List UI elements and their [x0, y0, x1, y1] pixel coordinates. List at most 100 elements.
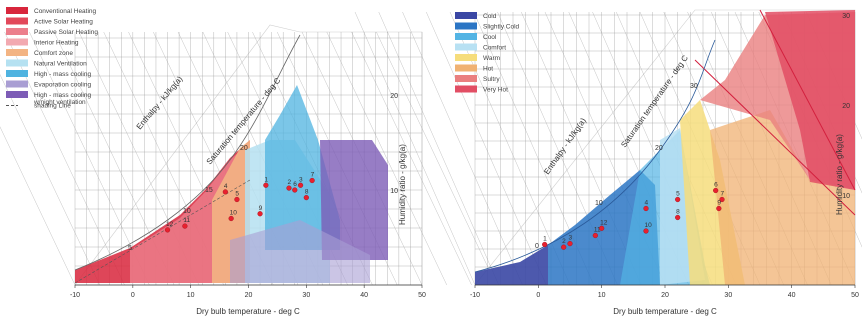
legend-swatch	[455, 75, 477, 82]
legend-swatch	[6, 28, 28, 35]
x-tick-label: 30	[724, 292, 732, 299]
data-point	[286, 185, 292, 191]
zone-evaporation-cooling	[230, 220, 370, 283]
data-point-label: 8	[676, 209, 680, 216]
zone-boundary-line	[759, 9, 856, 191]
data-point-label: 7	[721, 191, 725, 198]
data-point	[675, 214, 681, 221]
legend-label: Comfort	[483, 45, 506, 52]
x-tick-label: 0	[131, 292, 135, 299]
legend-label: w/night ventilation	[33, 99, 86, 106]
data-point	[234, 196, 240, 203]
data-point-label: 9	[259, 205, 263, 212]
x-tick-label: 40	[788, 292, 796, 299]
humidity-tick-labels: 10 20	[390, 93, 398, 195]
grid-line-enthalpy	[0, 126, 76, 286]
data-point	[713, 187, 719, 194]
humidity-tick-labels: 10 20 30	[842, 13, 850, 200]
data-point	[561, 244, 567, 250]
data-point-label: 5	[676, 191, 680, 198]
x-tick-label: 20	[661, 292, 669, 299]
legend-label: Passive Solar Heating	[34, 29, 98, 36]
legend-swatch	[6, 7, 28, 14]
saturation-curve	[474, 39, 716, 273]
right-psychrometric-chart: -10 0 10 20 30 40 50 Dry bulb temperature - de…	[354, 9, 862, 316]
x-tick-label: -10	[70, 292, 80, 299]
data-point-label: 3	[299, 176, 303, 183]
x-tick-label: 50	[851, 292, 859, 299]
legend-label: shading Line	[34, 103, 71, 110]
x-tick-label: 40	[360, 292, 368, 299]
legend-label: Warm	[483, 55, 500, 62]
x-tick-labels: -10 0 10 20 30 40 50	[470, 285, 859, 299]
zone-high-mass-night-ventilation	[320, 140, 388, 260]
data-point	[716, 205, 722, 212]
x-tick-label: 0	[536, 292, 540, 299]
data-point	[643, 205, 649, 212]
x-tick-labels: -10 0 10 20 30 40 50	[70, 285, 426, 299]
grid-line-enthalpy	[4, 31, 125, 286]
data-point-label: 10	[645, 222, 653, 229]
grid-line-enthalpy	[326, 31, 447, 286]
grid-line-enthalpy	[0, 74, 100, 286]
zone-very-hot	[765, 10, 855, 190]
x-tick-label: 50	[418, 292, 426, 299]
data-point	[222, 189, 228, 195]
left-psychrometric-chart: -10 0 10 20 30 40 50 Dry bulb temperature - de…	[0, 7, 497, 316]
data-point-label: 11	[183, 217, 190, 224]
data-point-label: 8	[305, 189, 309, 196]
saturation-tick-label: 0	[535, 243, 539, 250]
zone-cold	[475, 245, 548, 285]
legend-label: Interior Heating	[34, 40, 79, 47]
enthalpy-axis-title: Enthalpy - kJ/kg(a)	[135, 74, 185, 131]
data-point-label: 7	[311, 172, 315, 179]
saturation-tick-label: 20	[655, 145, 663, 152]
x-tick-label: 10	[598, 292, 606, 299]
data-point	[257, 211, 263, 217]
saturation-tick-label: 10	[183, 208, 191, 215]
data-point-label: 12	[600, 219, 608, 226]
data-point-label: 4	[224, 183, 228, 190]
humidity-tick-label: 20	[390, 93, 398, 100]
data-point	[567, 241, 573, 247]
data-point-label: 6	[714, 182, 718, 189]
data-point	[592, 232, 598, 239]
legend-label: Slightly Cold	[483, 24, 520, 31]
shading-line	[74, 179, 251, 284]
legend-label: High - mass cooling	[34, 71, 91, 78]
data-point	[292, 187, 298, 193]
legend-label: Hot	[483, 66, 493, 73]
x-tick-label: 30	[302, 292, 310, 299]
legend-swatch	[455, 54, 477, 61]
humidity-axis-title: Humidity ratio - g/kg(a)	[398, 144, 407, 225]
data-point-label: 5	[235, 191, 239, 198]
grid-line-enthalpy	[426, 11, 547, 286]
humidity-tick-label: 10	[842, 193, 850, 200]
zone-hot	[710, 110, 855, 285]
data-point-label: 11	[594, 227, 601, 234]
legend-label: High - mass cooling	[34, 92, 91, 99]
grid-line-enthalpy	[402, 11, 523, 286]
legend-swatch	[455, 64, 477, 72]
grid-line-enthalpy	[29, 31, 150, 286]
saturation-tick-label: 10	[595, 200, 603, 207]
x-tick-label: 10	[187, 292, 195, 299]
legend-label: Conventional Heating	[34, 8, 97, 15]
legend-label: Cold	[483, 13, 497, 20]
data-point	[309, 177, 315, 184]
x-axis-title: Dry bulb temperature - deg C	[613, 307, 717, 316]
legend-swatch	[6, 70, 28, 77]
legend-swatch	[6, 17, 28, 25]
legend-swatch	[455, 85, 477, 93]
legend-swatch	[6, 91, 28, 98]
data-point-label: 3	[569, 235, 573, 242]
humidity-axis-title: Humidity ratio - g/kg(a)	[835, 134, 844, 215]
legend-swatch	[455, 22, 477, 30]
data-point-label: 2	[562, 238, 566, 245]
data-point-label: 4	[645, 200, 649, 207]
legend-swatch	[6, 80, 28, 88]
saturation-tick-label: 30	[690, 83, 698, 90]
data-point	[675, 196, 681, 203]
